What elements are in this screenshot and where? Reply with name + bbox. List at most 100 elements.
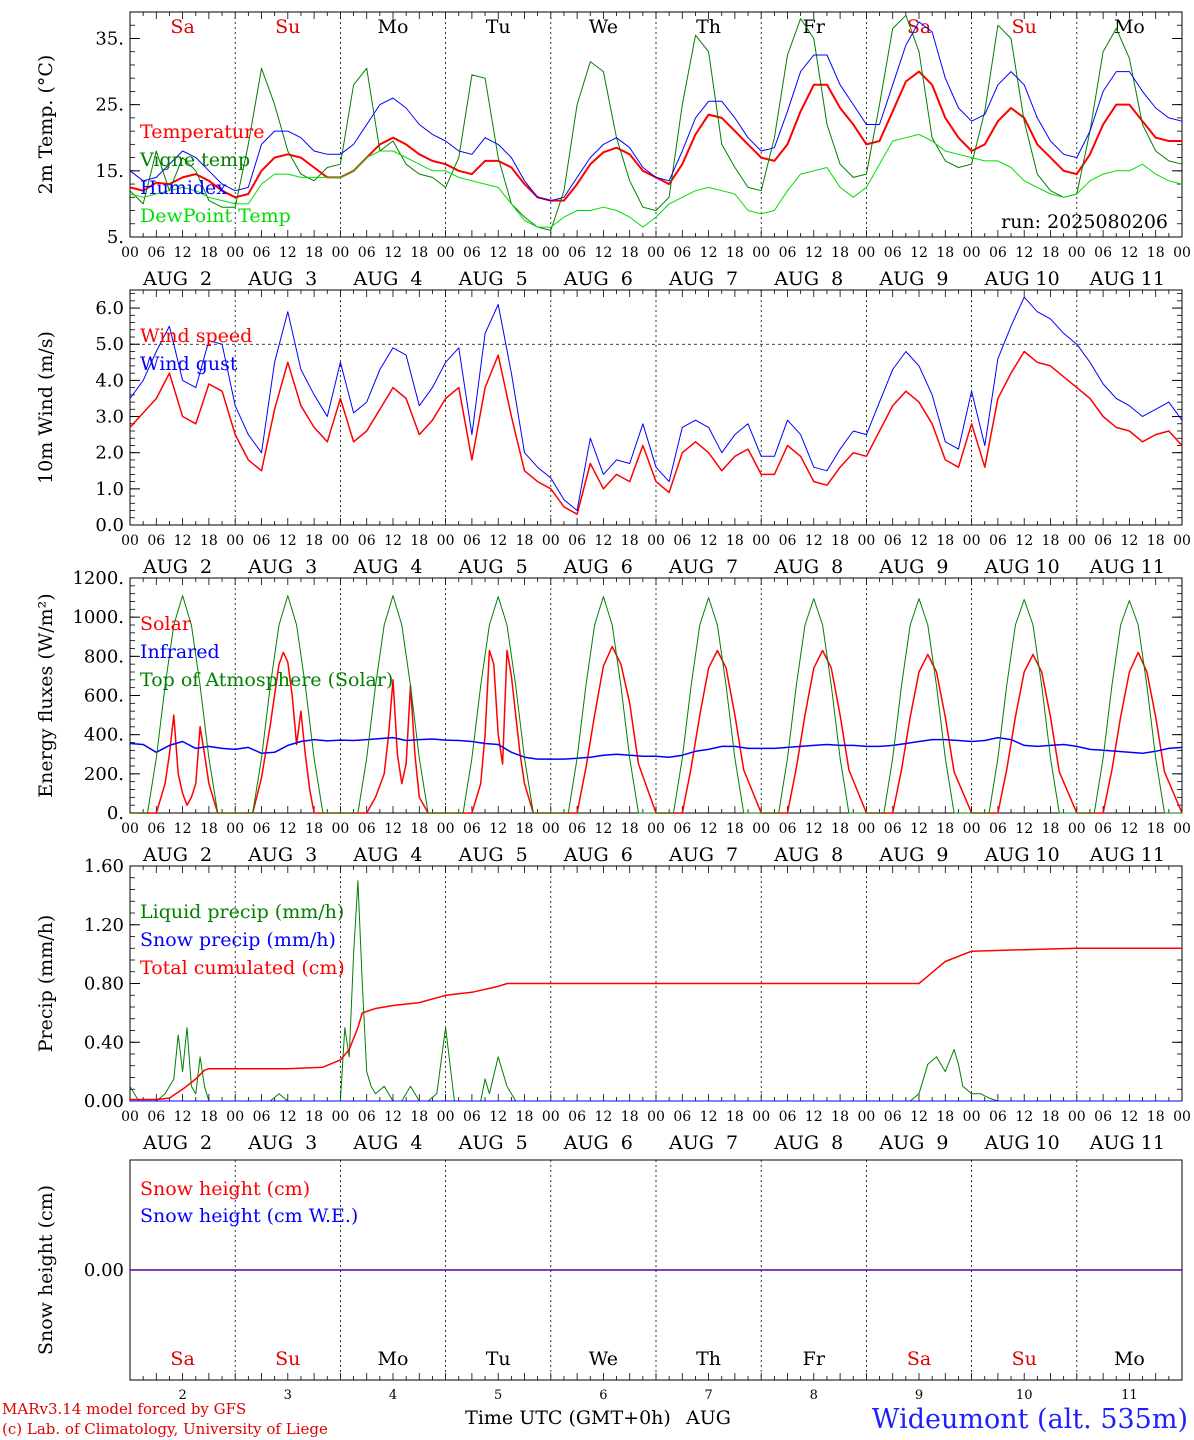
hour-tick-label: 12	[489, 245, 507, 261]
hour-tick-label: 18	[1042, 1109, 1060, 1125]
hour-tick-label: 18	[621, 533, 639, 549]
day-label: AUG 8	[773, 844, 843, 866]
hour-tick-label: 18	[410, 1109, 428, 1125]
legend-entry: Liquid precip (mm/h)	[140, 901, 344, 923]
day-label: AUG 5	[458, 844, 528, 866]
hour-tick-label: 18	[726, 1109, 744, 1125]
hour-tick-label: 06	[568, 533, 586, 549]
day-label: AUG 7	[668, 268, 738, 290]
legend-entry: Humidex	[140, 177, 227, 199]
y-tick-label: 400.	[84, 725, 124, 746]
hour-tick-label: 12	[805, 1109, 823, 1125]
series-line-energy-1	[129, 736, 1183, 760]
hour-tick-label: 18	[200, 533, 218, 549]
hour-tick-label: 06	[253, 821, 271, 837]
day-number-label: 6	[599, 1388, 607, 1403]
day-label: AUG 9	[878, 268, 948, 290]
day-label: AUG 10	[984, 556, 1060, 578]
hour-tick-label: 00	[331, 245, 349, 261]
hour-tick-label: 06	[1094, 245, 1112, 261]
hour-tick-label: 06	[568, 245, 586, 261]
day-label: AUG 6	[563, 1132, 633, 1154]
hour-tick-label: 12	[174, 821, 192, 837]
hour-tick-label: 00	[857, 1109, 875, 1125]
hour-tick-label: 18	[936, 821, 954, 837]
day-label: AUG 11	[1089, 844, 1165, 866]
day-label: AUG 11	[1089, 268, 1165, 290]
legend-entry: Total cumulated (cm)	[140, 957, 345, 979]
y-tick-label: 3.0	[95, 407, 124, 428]
legend-entry: DewPoint Temp	[140, 205, 291, 227]
hour-tick-label: 12	[1015, 245, 1033, 261]
hour-tick-label: 18	[200, 245, 218, 261]
hour-tick-label: 00	[542, 821, 560, 837]
series-line-temperature-1	[129, 14, 1183, 231]
hour-tick-label: 18	[621, 821, 639, 837]
hour-tick-label: 00	[1173, 533, 1191, 549]
hour-tick-label: 06	[463, 821, 481, 837]
hour-tick-label: 06	[1094, 533, 1112, 549]
hour-tick-label: 00	[542, 1109, 560, 1125]
hour-tick-label: 00	[1173, 245, 1191, 261]
hour-tick-label: 12	[279, 245, 297, 261]
legend-entry: Snow precip (mm/h)	[140, 929, 336, 951]
hour-tick-label: 00	[121, 533, 139, 549]
hour-tick-label: 12	[700, 533, 718, 549]
day-label: AUG 3	[247, 1132, 317, 1154]
y-tick-label: 6.0	[95, 298, 124, 319]
hour-tick-label: 12	[594, 1109, 612, 1125]
hour-tick-label: 06	[884, 821, 902, 837]
series-line-temperature-2	[129, 21, 1183, 202]
hour-tick-label: 12	[910, 1109, 928, 1125]
y-axis-label: Snow height (cm)	[35, 1185, 57, 1355]
x-axis-label: Time UTC (GMT+0h)	[465, 1407, 671, 1429]
y-tick-label: 600.	[84, 686, 124, 707]
hour-tick-label: 18	[305, 245, 323, 261]
day-label: AUG 8	[773, 268, 843, 290]
hour-tick-label: 00	[857, 533, 875, 549]
y-tick-label: 35.	[95, 28, 124, 49]
y-tick-label: 1.0	[95, 479, 124, 500]
hour-tick-label: 18	[305, 821, 323, 837]
day-label: AUG 8	[773, 1132, 843, 1154]
hour-tick-label: 18	[1042, 533, 1060, 549]
hour-tick-label: 06	[673, 245, 691, 261]
series-line-precip-0	[129, 880, 1182, 1102]
hour-tick-label: 00	[542, 533, 560, 549]
hour-tick-label: 12	[384, 821, 402, 837]
weekday-label: Sa	[170, 1348, 194, 1370]
hour-tick-label: 18	[410, 821, 428, 837]
y-axis-label: 10m Wind (m/s)	[35, 331, 57, 484]
hour-tick-label: 06	[147, 1109, 165, 1125]
hour-tick-label: 06	[779, 1109, 797, 1125]
hour-tick-label: 12	[1015, 1109, 1033, 1125]
y-tick-label: 0.	[107, 803, 124, 824]
hour-tick-label: 06	[463, 1109, 481, 1125]
day-number-label: 11	[1121, 1388, 1138, 1403]
hour-tick-label: 12	[910, 533, 928, 549]
hour-tick-label: 12	[489, 821, 507, 837]
weekday-label: Fr	[803, 16, 826, 38]
hour-tick-label: 18	[1147, 821, 1165, 837]
hour-tick-label: 12	[489, 1109, 507, 1125]
day-number-label: 3	[284, 1388, 292, 1403]
day-label: AUG 7	[668, 556, 738, 578]
hour-tick-label: 00	[647, 1109, 665, 1125]
hour-tick-label: 00	[1173, 821, 1191, 837]
hour-tick-label: 00	[226, 1109, 244, 1125]
hour-tick-label: 18	[936, 245, 954, 261]
hour-tick-label: 00	[437, 533, 455, 549]
hour-tick-label: 18	[305, 533, 323, 549]
day-number-label: 7	[704, 1388, 712, 1403]
hour-tick-label: 06	[673, 1109, 691, 1125]
y-tick-label: 0.40	[84, 1032, 124, 1053]
day-number-label: 4	[389, 1388, 397, 1403]
hour-tick-label: 06	[989, 245, 1007, 261]
y-tick-label: 1200.	[72, 568, 124, 589]
legend-entry: Wind speed	[140, 325, 252, 347]
weekday-label: Mo	[1114, 1348, 1145, 1370]
hour-tick-label: 12	[279, 533, 297, 549]
hour-tick-label: 18	[726, 821, 744, 837]
day-label: AUG 9	[878, 556, 948, 578]
weekday-label: Mo	[378, 16, 409, 38]
